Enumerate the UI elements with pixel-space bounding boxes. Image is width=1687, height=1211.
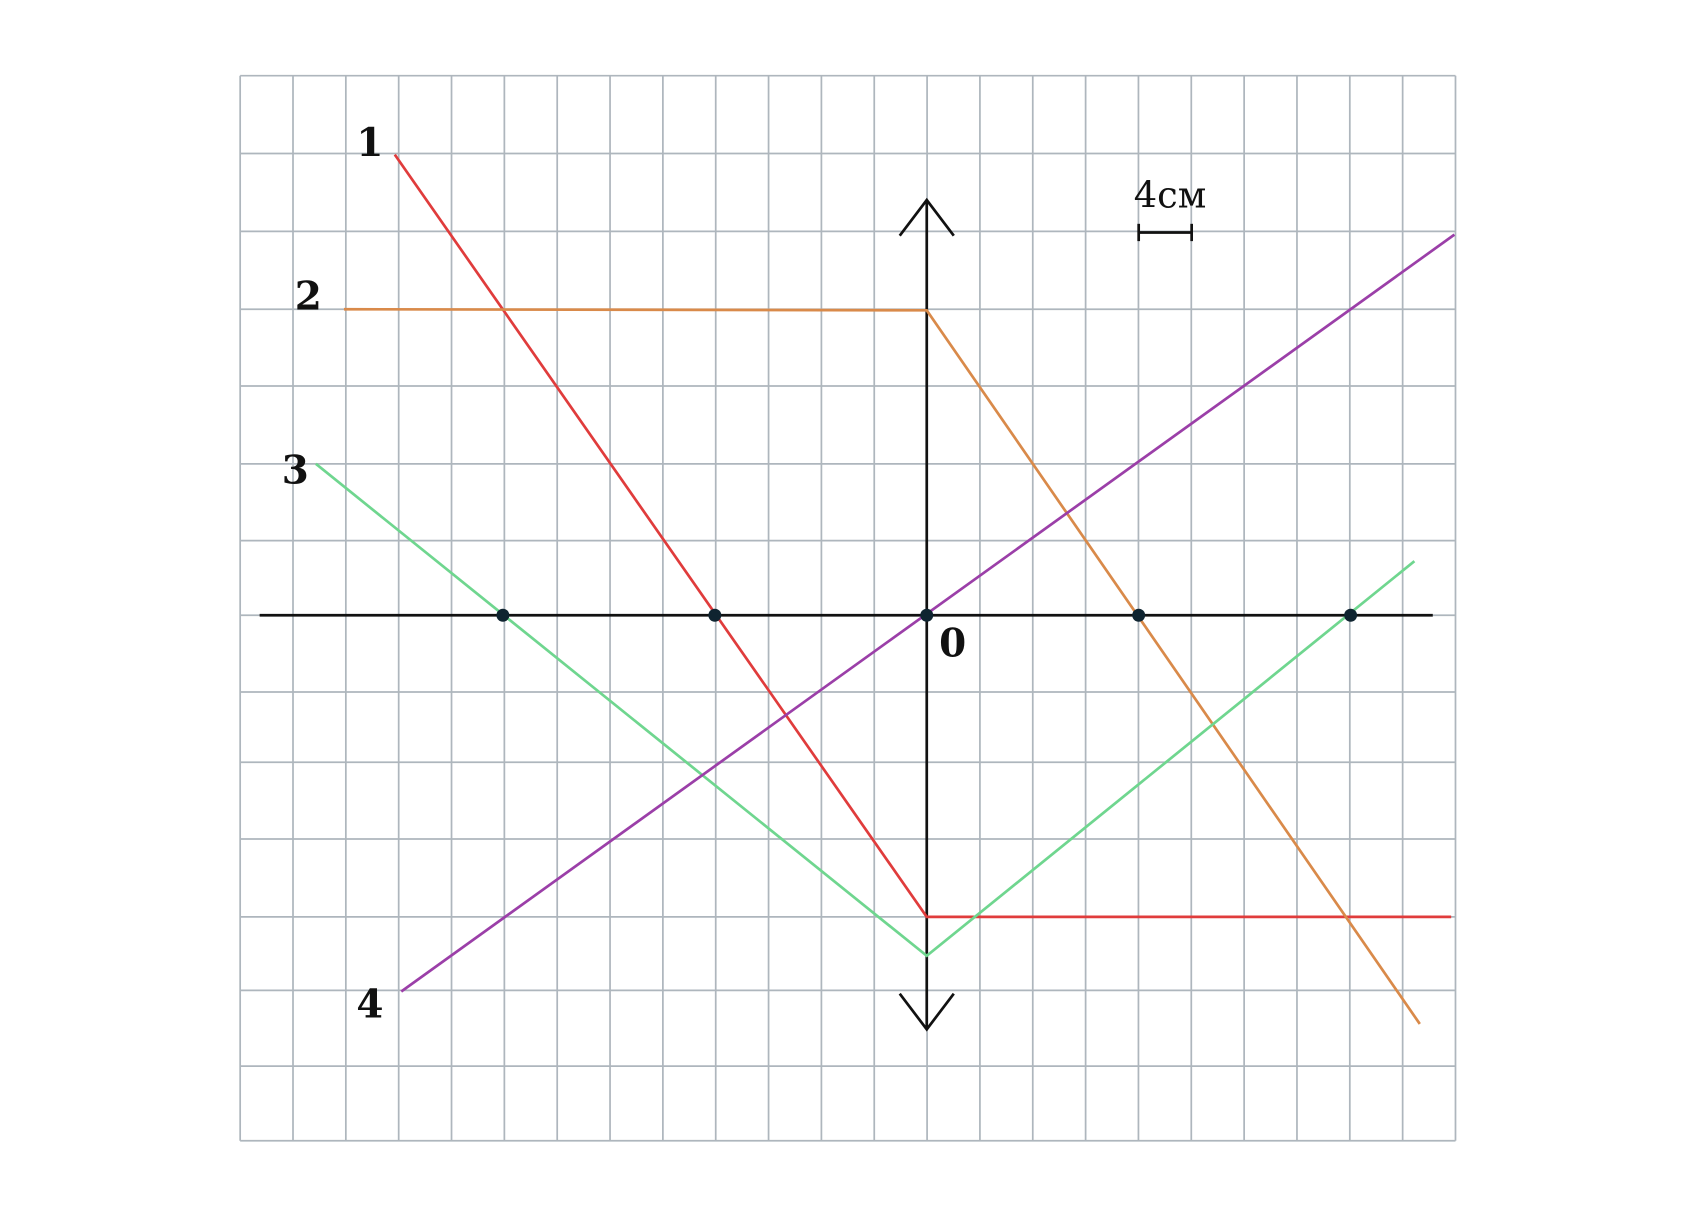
arrow-head (898, 197, 955, 237)
line-1 (393, 153, 1452, 919)
line-3 (315, 462, 1416, 958)
grid (239, 74, 1457, 1142)
point (1344, 608, 1358, 622)
origin-label: 0 (939, 621, 966, 667)
line-label: 1 (356, 120, 383, 166)
arrow-head (898, 992, 955, 1032)
point (1132, 608, 1146, 622)
line-label: 2 (295, 274, 322, 320)
line-label: 3 (282, 448, 309, 494)
point (708, 608, 722, 622)
line-2 (343, 307, 1421, 1025)
scale-label: 4см (1134, 173, 1207, 216)
point (920, 608, 934, 622)
points (496, 608, 1358, 622)
line-label: 4 (356, 982, 383, 1028)
scale-bar (1137, 223, 1194, 242)
point (496, 608, 510, 622)
